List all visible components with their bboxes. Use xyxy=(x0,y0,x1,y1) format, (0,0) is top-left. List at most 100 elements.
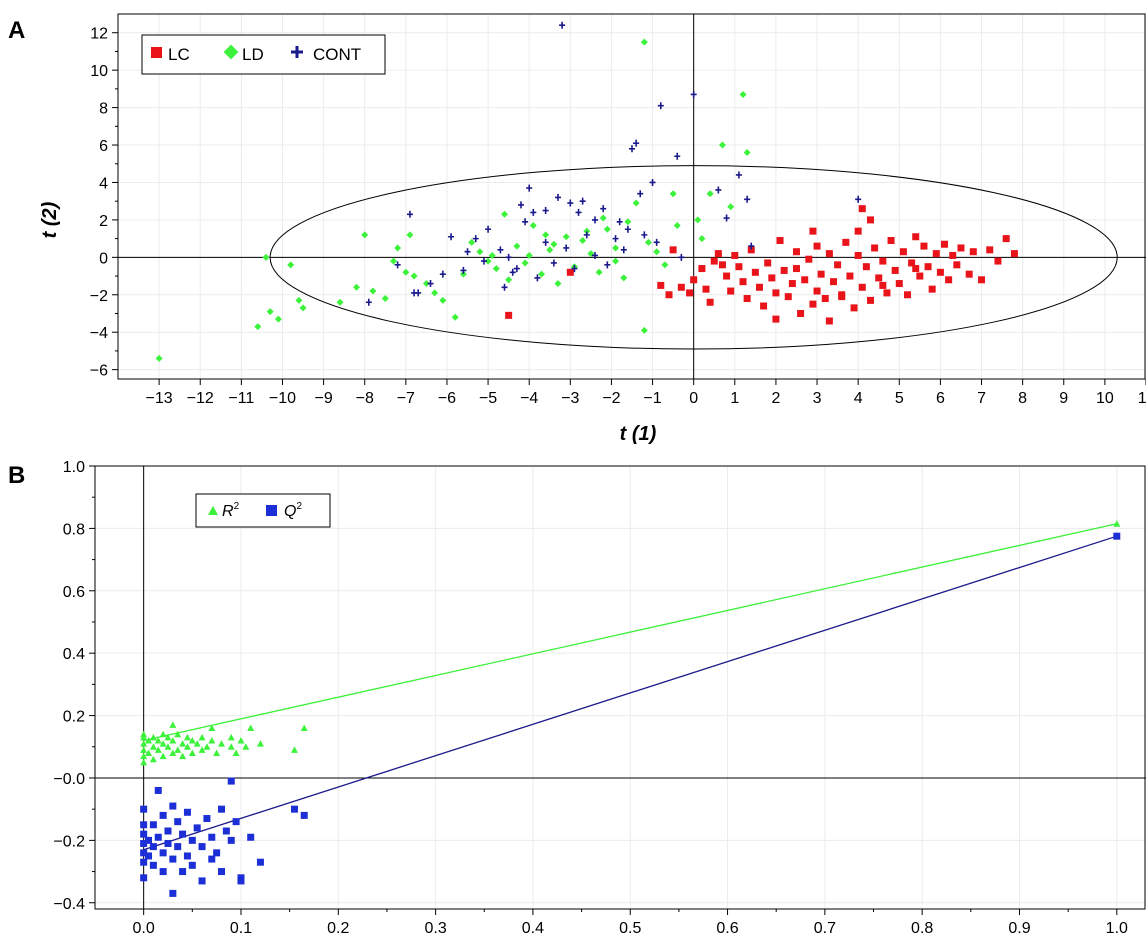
cont-legend-marker xyxy=(291,46,303,58)
cont-point xyxy=(464,248,471,256)
ld-point xyxy=(422,280,430,288)
cont-point xyxy=(542,207,549,215)
lc-point xyxy=(805,255,813,263)
cont-point xyxy=(517,201,524,209)
lc-point xyxy=(702,285,710,293)
cont-point xyxy=(723,214,730,222)
x-tick-label: −11 xyxy=(228,390,254,407)
y-tick-label: 6 xyxy=(99,138,108,155)
r2-point xyxy=(140,758,148,766)
ld-point xyxy=(402,268,410,276)
q2-point xyxy=(149,861,157,869)
ld-point xyxy=(694,216,702,224)
y-tick-label: −4 xyxy=(90,325,108,342)
cont-point xyxy=(657,102,664,110)
r2-point xyxy=(1113,520,1121,527)
lc-point xyxy=(735,263,743,271)
x-tick-label: 0.7 xyxy=(814,920,836,937)
q2-point xyxy=(169,802,177,810)
ld-point xyxy=(361,231,369,239)
x-tick-label: 11 xyxy=(1138,390,1146,407)
cont-point xyxy=(575,208,582,216)
ld-point xyxy=(640,38,648,46)
x-tick-label: −4 xyxy=(520,390,538,407)
ld-point xyxy=(299,304,307,312)
q2-point xyxy=(164,827,172,835)
ld-legend-label: LD xyxy=(242,45,264,64)
lc-legend-marker xyxy=(151,47,162,58)
lc-point xyxy=(908,259,916,267)
cont-point xyxy=(629,145,635,153)
lc-point xyxy=(858,283,866,291)
ld-point xyxy=(488,251,496,259)
lc-point xyxy=(957,244,965,252)
r2-point xyxy=(193,740,201,747)
lc-point xyxy=(1010,250,1018,258)
cont-point xyxy=(526,184,533,192)
lc-point xyxy=(686,289,694,297)
lc-point xyxy=(772,289,780,297)
lc-point xyxy=(706,298,714,306)
lc-point xyxy=(813,242,821,250)
lc-point xyxy=(690,276,698,284)
x-tick-label: 6 xyxy=(936,390,945,407)
lc-point xyxy=(797,309,805,317)
x-tick-label: −7 xyxy=(397,390,415,407)
cont-point xyxy=(612,235,619,243)
cont-point xyxy=(690,90,697,98)
x-tick-label: −1 xyxy=(643,390,661,407)
ld-point xyxy=(612,244,620,252)
r2-point xyxy=(159,730,167,738)
series-q2 xyxy=(140,532,1121,897)
cont-legend-label: CONT xyxy=(313,45,361,64)
q2-point xyxy=(188,836,196,844)
lc-point xyxy=(936,268,944,276)
r2-point xyxy=(247,724,255,732)
cont-point xyxy=(567,199,574,207)
y-tick-label: 0.8 xyxy=(63,521,85,538)
cont-point xyxy=(744,195,751,203)
lc-point xyxy=(714,250,722,258)
cont-point xyxy=(448,233,455,241)
lc-point xyxy=(899,248,907,256)
cont-point xyxy=(530,208,537,216)
ld-point xyxy=(644,238,652,246)
ld-point xyxy=(546,246,554,254)
q2-point xyxy=(154,833,162,841)
lc-point xyxy=(891,266,899,274)
x-tick-label: −8 xyxy=(356,390,374,407)
lc-point xyxy=(945,276,953,284)
series-lc xyxy=(505,205,1018,325)
ld-point xyxy=(266,308,274,316)
r2-point xyxy=(227,743,235,750)
lc-point xyxy=(916,272,924,280)
lc-point xyxy=(677,283,685,291)
panel-b-plot: 0.0 0.1 0.2 0.3 0.4 0.5 0.6 0.7 0.8 0.9 1.0 −0.4 −0.… xyxy=(53,459,1146,937)
r2-point xyxy=(227,733,235,741)
lc-point xyxy=(821,295,829,303)
x-tick-label: 0.3 xyxy=(424,920,446,937)
lc-point xyxy=(842,238,850,246)
lc-point xyxy=(846,272,854,280)
q2-point xyxy=(222,827,230,835)
q2-point xyxy=(140,849,148,857)
x-tick-label: −12 xyxy=(187,390,214,407)
cont-point xyxy=(715,186,722,194)
x-tick-label: 0.4 xyxy=(522,920,544,937)
confidence-ellipse xyxy=(269,165,1118,350)
r2-point xyxy=(140,746,148,753)
q2-point xyxy=(198,843,206,851)
lc-point xyxy=(862,263,870,271)
r2-point xyxy=(203,743,211,750)
ld-point xyxy=(620,274,628,282)
ld-legend-marker xyxy=(223,44,239,60)
x-tick-label: 2 xyxy=(771,390,780,407)
ld-point xyxy=(513,242,521,250)
r2-point xyxy=(183,743,191,750)
x-tick-label: 1.0 xyxy=(1106,920,1128,937)
cont-point xyxy=(633,139,640,147)
cont-point xyxy=(472,235,479,243)
x-tick-label: −2 xyxy=(602,390,620,407)
lc-point xyxy=(743,295,751,303)
